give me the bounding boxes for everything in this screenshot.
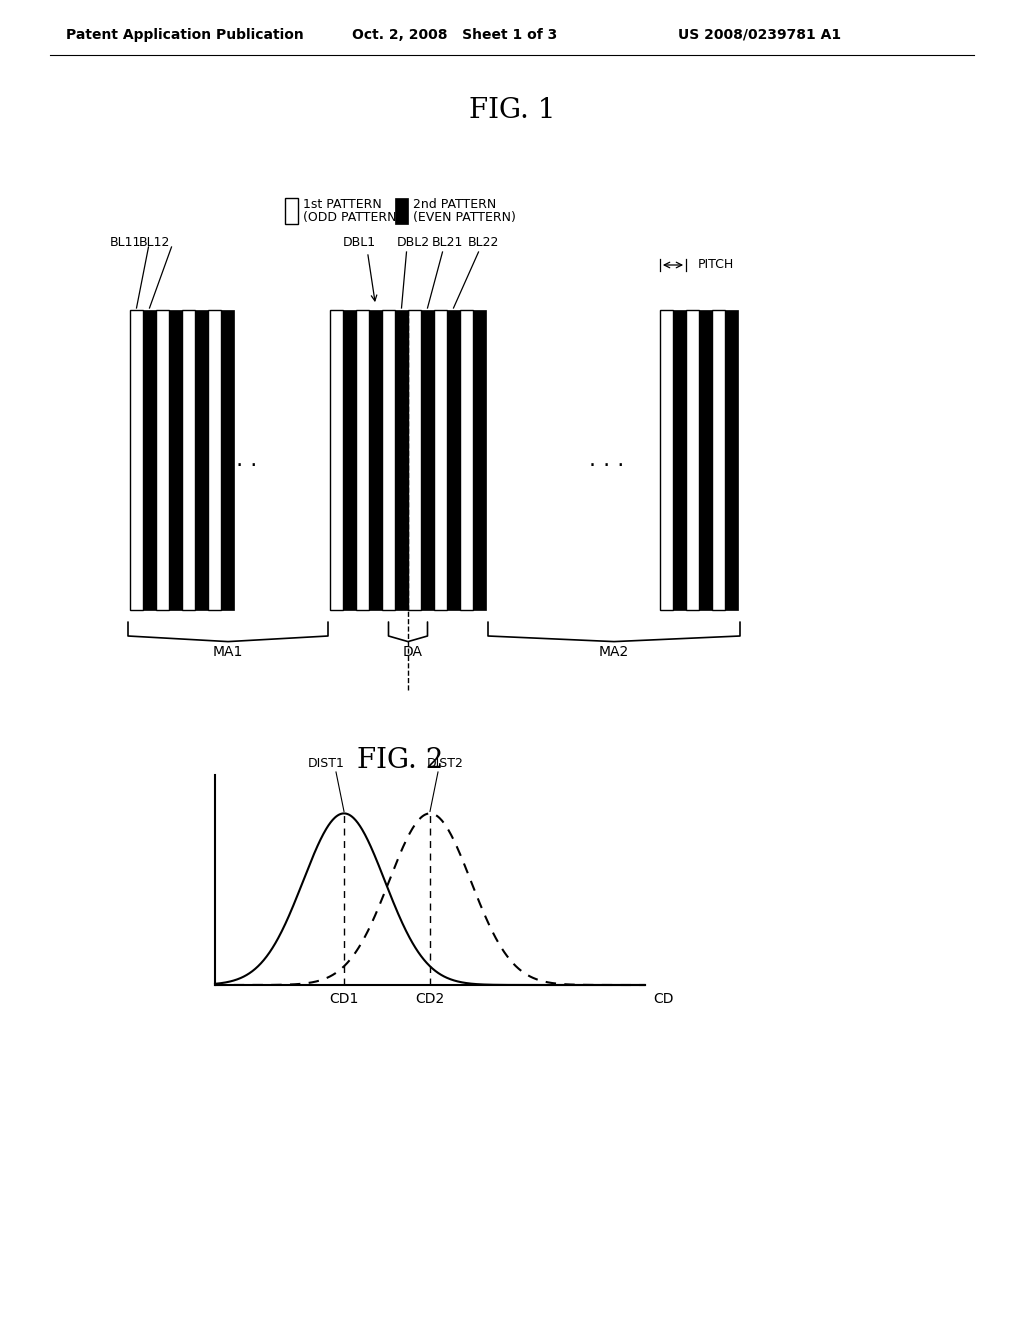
Bar — [660, 310, 673, 610]
Bar — [421, 310, 434, 610]
Text: BL21: BL21 — [432, 235, 463, 248]
Bar — [130, 310, 143, 610]
Text: US 2008/0239781 A1: US 2008/0239781 A1 — [679, 28, 842, 42]
Bar — [221, 310, 234, 610]
Bar — [699, 310, 712, 610]
Bar — [356, 310, 369, 610]
Text: . . .: . . . — [590, 450, 625, 470]
Text: FIG. 2: FIG. 2 — [356, 747, 443, 774]
Bar — [408, 310, 421, 610]
Bar — [473, 310, 486, 610]
Text: Patent Application Publication: Patent Application Publication — [67, 28, 304, 42]
Bar — [382, 310, 395, 610]
Bar — [285, 198, 298, 224]
Bar — [447, 310, 460, 610]
Bar — [182, 310, 195, 610]
Text: CD2: CD2 — [416, 993, 444, 1006]
Text: CD: CD — [653, 993, 674, 1006]
Text: CD1: CD1 — [330, 993, 358, 1006]
Text: BL12: BL12 — [138, 235, 170, 248]
Text: 2nd PATTERN: 2nd PATTERN — [413, 198, 497, 211]
Text: (EVEN PATTERN): (EVEN PATTERN) — [413, 211, 516, 224]
Bar — [156, 310, 169, 610]
Bar — [395, 198, 408, 224]
Text: DIST1: DIST1 — [307, 756, 344, 770]
Text: . . .: . . . — [222, 450, 258, 470]
Text: 1st PATTERN: 1st PATTERN — [303, 198, 382, 211]
Bar — [369, 310, 382, 610]
Bar — [208, 310, 221, 610]
Text: DBL1: DBL1 — [343, 235, 376, 248]
Text: DIST2: DIST2 — [427, 756, 464, 770]
Bar — [686, 310, 699, 610]
Text: MA1: MA1 — [213, 645, 243, 659]
Bar — [712, 310, 725, 610]
Text: DBL2: DBL2 — [397, 235, 430, 248]
Bar — [460, 310, 473, 610]
Bar — [434, 310, 447, 610]
Text: DA: DA — [403, 645, 423, 659]
Text: BL22: BL22 — [468, 235, 499, 248]
Bar — [725, 310, 738, 610]
Bar — [195, 310, 208, 610]
Text: (ODD PATTERN): (ODD PATTERN) — [303, 211, 401, 224]
Bar — [343, 310, 356, 610]
Bar — [395, 310, 408, 610]
Text: PITCH: PITCH — [698, 257, 734, 271]
Text: MA2: MA2 — [599, 645, 629, 659]
Text: Oct. 2, 2008   Sheet 1 of 3: Oct. 2, 2008 Sheet 1 of 3 — [352, 28, 558, 42]
Bar — [169, 310, 182, 610]
Text: BL11: BL11 — [110, 235, 140, 248]
Bar — [330, 310, 343, 610]
Bar — [143, 310, 156, 610]
Text: FIG. 1: FIG. 1 — [469, 96, 555, 124]
Bar — [673, 310, 686, 610]
